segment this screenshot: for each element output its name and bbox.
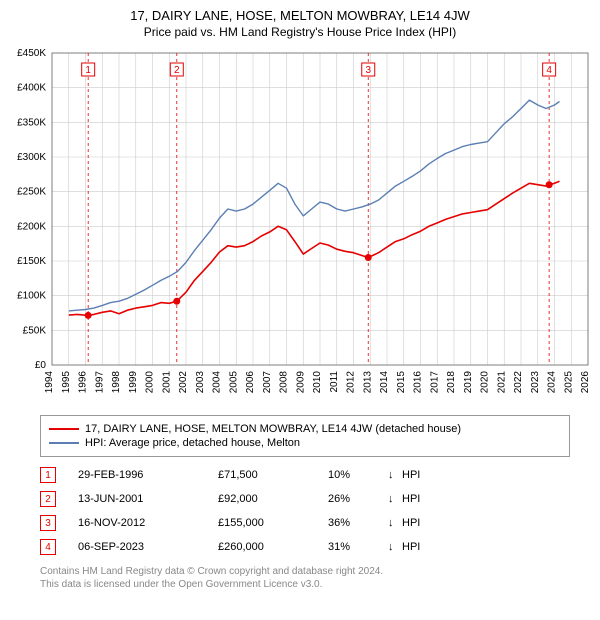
sale-price: £260,000 — [218, 541, 328, 553]
svg-text:2000: 2000 — [145, 371, 156, 394]
sale-row: 3 16-NOV-2012£155,00036%↓HPI — [40, 511, 570, 535]
chart-subtitle: Price paid vs. HM Land Registry's House … — [0, 23, 600, 45]
svg-text:2007: 2007 — [262, 371, 273, 394]
svg-text:1997: 1997 — [94, 371, 105, 394]
svg-text:2018: 2018 — [446, 371, 457, 394]
svg-text:2024: 2024 — [547, 371, 558, 394]
svg-text:2015: 2015 — [396, 371, 407, 394]
sale-marker-badge: 4 — [40, 539, 56, 555]
footer-line-1: Contains HM Land Registry data © Crown c… — [40, 565, 570, 578]
svg-text:2011: 2011 — [329, 371, 340, 393]
svg-text:£300K: £300K — [17, 152, 46, 163]
svg-text:2019: 2019 — [463, 371, 474, 394]
svg-text:2021: 2021 — [496, 371, 507, 394]
svg-text:2006: 2006 — [245, 371, 256, 394]
svg-text:2017: 2017 — [429, 371, 440, 394]
footer-line-2: This data is licensed under the Open Gov… — [40, 578, 570, 591]
svg-text:2020: 2020 — [480, 371, 491, 394]
svg-text:2023: 2023 — [530, 371, 541, 394]
svg-text:4: 4 — [546, 65, 552, 76]
svg-text:£100K: £100K — [17, 291, 46, 302]
sale-date: 13-JUN-2001 — [78, 493, 218, 505]
svg-text:2013: 2013 — [362, 371, 373, 394]
svg-text:£250K: £250K — [17, 187, 46, 198]
sale-row: 1 29-FEB-1996£71,50010%↓HPI — [40, 463, 570, 487]
svg-text:3: 3 — [365, 65, 371, 76]
sale-marker-badge: 3 — [40, 515, 56, 531]
sale-hpi-label: HPI — [402, 493, 432, 505]
legend-swatch — [49, 442, 79, 444]
chart-plot-area: £0 £50K £100K £150K £200K £250K £300K £350K £400… — [0, 45, 600, 405]
svg-text:2001: 2001 — [161, 371, 172, 394]
sale-date: 06-SEP-2023 — [78, 541, 218, 553]
sale-price: £92,000 — [218, 493, 328, 505]
legend: 17, DAIRY LANE, HOSE, MELTON MOWBRAY, LE… — [40, 415, 570, 457]
sale-pct: 10% — [328, 469, 388, 481]
sale-hpi-label: HPI — [402, 469, 432, 481]
svg-text:1994: 1994 — [44, 371, 55, 394]
legend-swatch — [49, 428, 79, 430]
svg-text:2004: 2004 — [212, 371, 223, 394]
svg-text:£400K: £400K — [17, 83, 46, 94]
sale-row: 2 13-JUN-2001£92,00026%↓HPI — [40, 487, 570, 511]
svg-text:2: 2 — [174, 65, 180, 76]
svg-text:2002: 2002 — [178, 371, 189, 394]
sale-row: 4 06-SEP-2023£260,00031%↓HPI — [40, 535, 570, 559]
legend-item: HPI: Average price, detached house, Melt… — [49, 436, 561, 450]
sale-pct: 26% — [328, 493, 388, 505]
svg-text:£200K: £200K — [17, 221, 46, 232]
svg-text:£50K: £50K — [23, 325, 47, 336]
svg-text:£0: £0 — [35, 360, 47, 371]
svg-text:2026: 2026 — [580, 371, 591, 394]
svg-text:2016: 2016 — [413, 371, 424, 394]
svg-text:2010: 2010 — [312, 371, 323, 394]
svg-text:2022: 2022 — [513, 371, 524, 394]
svg-text:2012: 2012 — [346, 371, 357, 394]
sale-hpi-label: HPI — [402, 541, 432, 553]
sale-hpi-label: HPI — [402, 517, 432, 529]
svg-text:£450K: £450K — [17, 48, 46, 59]
svg-text:£150K: £150K — [17, 256, 46, 267]
sale-pct: 36% — [328, 517, 388, 529]
down-arrow-icon: ↓ — [388, 517, 402, 529]
svg-text:2014: 2014 — [379, 371, 390, 394]
svg-text:2008: 2008 — [279, 371, 290, 394]
footer-attribution: Contains HM Land Registry data © Crown c… — [40, 565, 570, 591]
sale-price: £155,000 — [218, 517, 328, 529]
svg-text:1995: 1995 — [61, 371, 72, 394]
svg-text:1996: 1996 — [78, 371, 89, 394]
svg-text:2009: 2009 — [295, 371, 306, 394]
legend-label: 17, DAIRY LANE, HOSE, MELTON MOWBRAY, LE… — [85, 423, 461, 435]
svg-text:2005: 2005 — [228, 371, 239, 394]
sale-marker-badge: 1 — [40, 467, 56, 483]
svg-text:2025: 2025 — [563, 371, 574, 394]
down-arrow-icon: ↓ — [388, 541, 402, 553]
sales-table: 129-FEB-1996£71,50010%↓HPI213-JUN-2001£9… — [40, 463, 570, 559]
svg-text:1998: 1998 — [111, 371, 122, 394]
sale-marker-badge: 2 — [40, 491, 56, 507]
sale-pct: 31% — [328, 541, 388, 553]
svg-text:1999: 1999 — [128, 371, 139, 394]
svg-text:2003: 2003 — [195, 371, 206, 394]
svg-text:£350K: £350K — [17, 117, 46, 128]
sale-date: 16-NOV-2012 — [78, 517, 218, 529]
down-arrow-icon: ↓ — [388, 493, 402, 505]
sale-price: £71,500 — [218, 469, 328, 481]
sale-date: 29-FEB-1996 — [78, 469, 218, 481]
line-chart-svg: £0 £50K £100K £150K £200K £250K £300K £350K £400… — [0, 45, 600, 405]
legend-item: 17, DAIRY LANE, HOSE, MELTON MOWBRAY, LE… — [49, 422, 561, 436]
svg-text:1: 1 — [85, 65, 91, 76]
chart-container: 17, DAIRY LANE, HOSE, MELTON MOWBRAY, LE… — [0, 0, 600, 591]
legend-label: HPI: Average price, detached house, Melt… — [85, 437, 300, 449]
down-arrow-icon: ↓ — [388, 469, 402, 481]
chart-title: 17, DAIRY LANE, HOSE, MELTON MOWBRAY, LE… — [0, 0, 600, 23]
